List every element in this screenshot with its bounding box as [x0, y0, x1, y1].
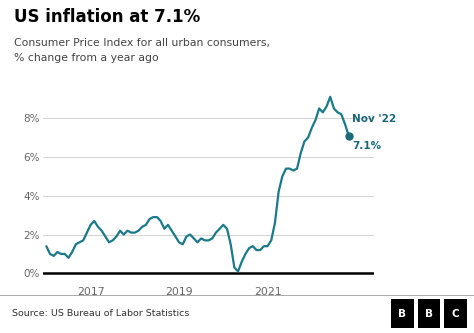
Bar: [391, 299, 414, 328]
Text: C: C: [452, 309, 459, 319]
Text: % change from a year ago: % change from a year ago: [14, 53, 159, 63]
Text: B: B: [425, 309, 433, 319]
Text: Consumer Price Index for all urban consumers,: Consumer Price Index for all urban consu…: [14, 38, 270, 48]
Text: B: B: [399, 309, 406, 319]
Text: Source: US Bureau of Labor Statistics: Source: US Bureau of Labor Statistics: [12, 309, 189, 318]
Text: US inflation at 7.1%: US inflation at 7.1%: [14, 8, 201, 26]
Text: Nov '22: Nov '22: [352, 114, 396, 124]
Bar: [418, 299, 440, 328]
Text: 7.1%: 7.1%: [352, 142, 382, 152]
Bar: [444, 299, 467, 328]
